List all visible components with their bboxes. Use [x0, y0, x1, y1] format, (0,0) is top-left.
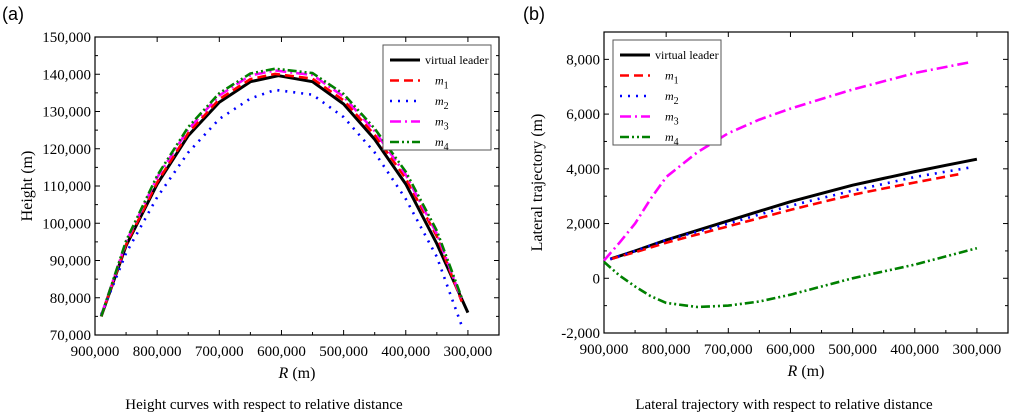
legend-label-symbol: m [665, 130, 674, 144]
x-tick-label: 600,000 [766, 342, 815, 358]
legend-label-subscript: 1 [674, 76, 679, 87]
legend-label-symbol: m [435, 135, 444, 149]
series-line-m4 [99, 67, 463, 317]
legend-label-subscript: 2 [674, 96, 679, 107]
y-tick-label: 90,000 [50, 254, 91, 270]
chart-caption: Height curves with respect to relative d… [125, 397, 403, 413]
x-axis-title-symbol: R [787, 363, 798, 380]
legend-label-0: virtual leader [655, 48, 719, 62]
x-tick-label: 700,000 [704, 342, 753, 358]
x-axis-title-symbol: R [278, 365, 289, 382]
series-line-m3 [603, 60, 971, 262]
legend-label-2: m2 [665, 89, 679, 107]
legend-label-1: m1 [665, 69, 679, 87]
series-line-virtual-leader [609, 157, 978, 261]
chart-panel-0: (a) 900,000 800,000 700,000 600,000 500,000 40… [2, 4, 500, 413]
x-tick-label: 500,000 [319, 344, 368, 360]
panel-label: (a) [2, 4, 24, 24]
series-line-m2 [609, 166, 971, 261]
y-tick-label: 2,000 [566, 217, 600, 233]
legend-label-subscript: 4 [674, 137, 679, 148]
y-tick-label: 140,000 [42, 67, 91, 83]
legend-label-subscript: 2 [444, 101, 449, 112]
x-tick-label: 900,000 [580, 342, 629, 358]
legend-label-subscript: 1 [444, 81, 449, 92]
y-tick-label: 110,000 [43, 179, 91, 195]
x-tick-label: 300,000 [953, 342, 1002, 358]
y-tick-label: -2,000 [561, 326, 600, 342]
legend-label-subscript: 3 [444, 122, 449, 133]
y-tick-label: 8,000 [566, 52, 600, 68]
chart-panel-1: (b)900,000 800,000 700,000 600,000 500,000 40… [523, 4, 1009, 413]
series-line-m2 [99, 88, 463, 327]
x-tick-label: 700,000 [195, 344, 244, 360]
x-tick-label: 800,000 [133, 344, 182, 360]
y-tick-label: 0 [593, 271, 601, 287]
legend-label-symbol: m [665, 69, 674, 83]
legend-label-symbol: m [435, 74, 444, 88]
y-axis-title: Height (m) [19, 151, 36, 222]
y-tick-label: 4,000 [566, 162, 600, 178]
legend-label-0: virtual leader [425, 53, 489, 67]
y-tick-label: 100,000 [42, 216, 91, 232]
x-axis-title-unit: (m) [288, 365, 315, 382]
y-axis-title: Lateral trajectory (m) [529, 114, 546, 252]
x-tick-label: 400,000 [890, 342, 939, 358]
y-tick-label: 70,000 [50, 328, 91, 344]
legend-label-subscript: 4 [444, 142, 449, 153]
legend-label-symbol: m [435, 94, 444, 108]
x-tick-label: 600,000 [257, 344, 306, 360]
x-tick-label: 300,000 [444, 344, 493, 360]
x-tick-label: 500,000 [828, 342, 877, 358]
legend-label-4: m4 [435, 135, 449, 153]
series-line-m4 [603, 246, 978, 309]
legend-label-symbol: m [435, 115, 444, 129]
legend-label-symbol: m [665, 110, 674, 124]
x-tick-label: 900,000 [71, 344, 120, 360]
legend-label-1: m1 [435, 74, 449, 92]
x-axis-title-unit: (m) [797, 363, 824, 380]
legend-box [612, 39, 722, 146]
y-tick-label: 150,000 [42, 30, 91, 46]
x-tick-label: 400,000 [381, 344, 430, 360]
legend-box [382, 44, 492, 151]
x-tick-label: 800,000 [642, 342, 691, 358]
legend-label-2: m2 [435, 94, 449, 112]
series-line-m1 [99, 72, 463, 317]
y-tick-label: 120,000 [42, 142, 91, 158]
legend-label-3: m3 [665, 110, 679, 128]
panel-label: (b) [523, 4, 545, 24]
x-axis-title: R (m) [278, 365, 316, 382]
y-tick-label: 130,000 [42, 105, 91, 121]
chart-caption: Lateral trajectory with respect to relat… [635, 397, 933, 413]
series-line-m1 [609, 173, 959, 261]
plot-frame [603, 31, 1009, 334]
legend-label-4: m4 [665, 130, 679, 148]
legend-label-subscript: 3 [674, 117, 679, 128]
legend-label-symbol: m [665, 89, 674, 103]
x-axis-title: R (m) [787, 363, 825, 380]
y-tick-label: 6,000 [566, 107, 600, 123]
y-tick-label: 80,000 [50, 291, 91, 307]
legend-label-3: m3 [435, 115, 449, 133]
